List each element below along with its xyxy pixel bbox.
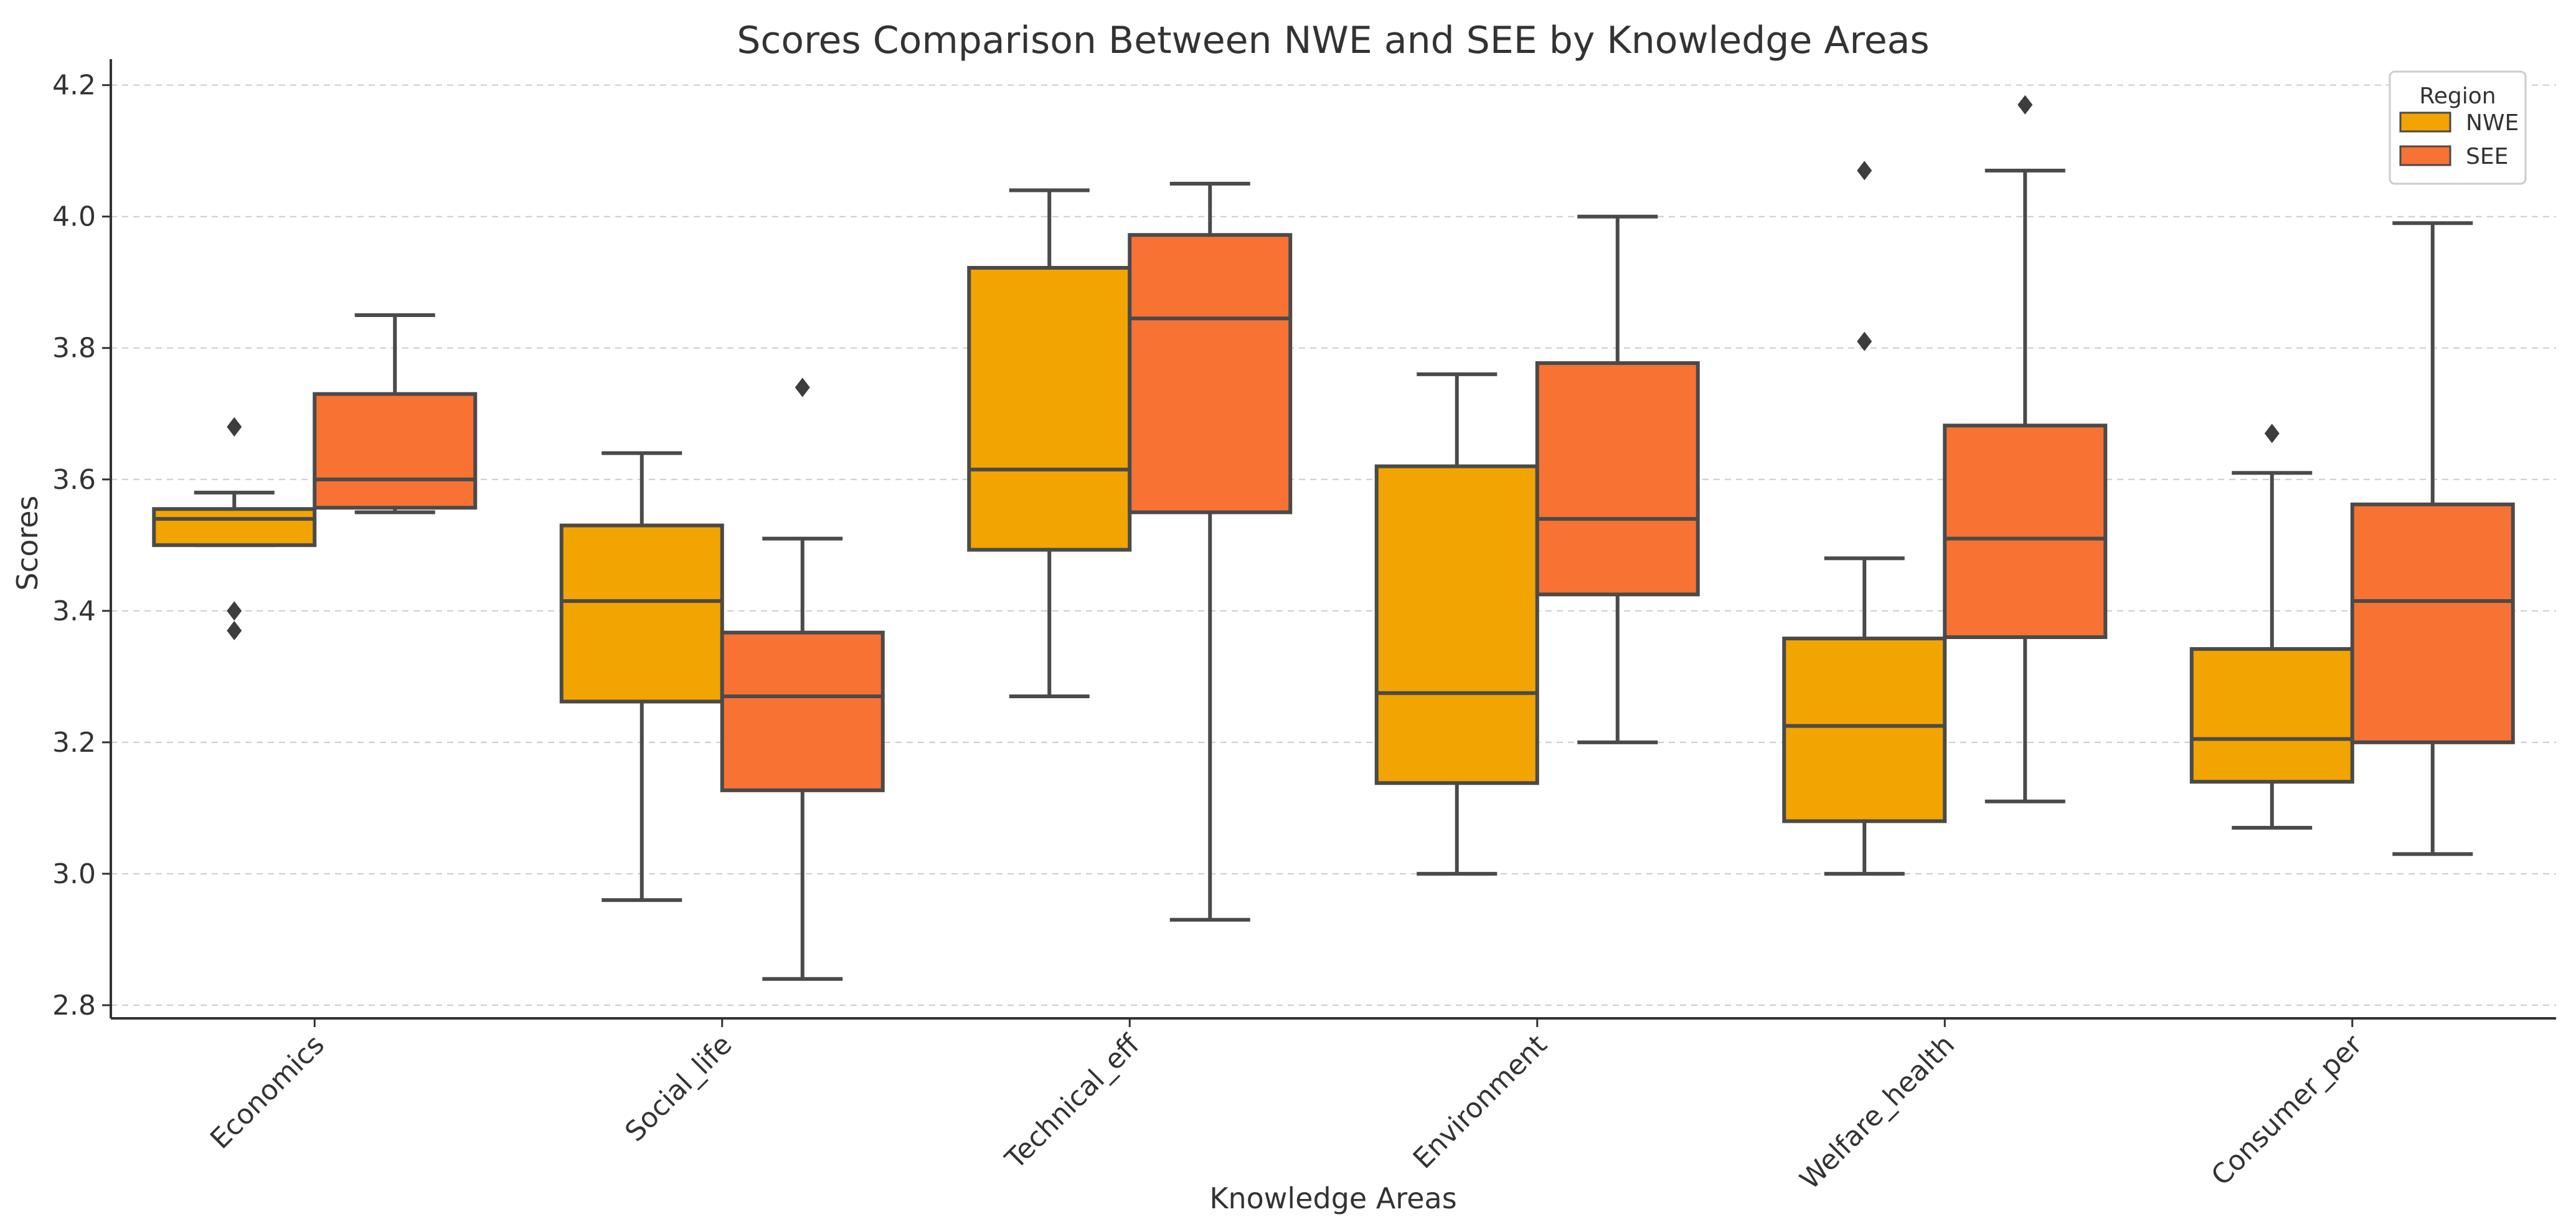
iqr-box xyxy=(1782,637,1947,823)
legend-title: Region xyxy=(2419,83,2496,109)
iqr-box xyxy=(967,265,1132,552)
box-see xyxy=(1943,95,2108,803)
box-see xyxy=(720,377,885,981)
y-tick-label: 3.0 xyxy=(52,858,96,890)
iqr-box xyxy=(1535,361,1700,597)
legend-swatch xyxy=(2399,145,2451,166)
legend-entry-nwe: NWE xyxy=(2399,110,2519,136)
y-tick-label: 3.6 xyxy=(52,464,96,496)
y-axis-label: Scores xyxy=(11,496,44,591)
outlier-point xyxy=(1857,331,1872,351)
iqr-box xyxy=(720,630,885,792)
box-see xyxy=(2350,221,2515,856)
box-see xyxy=(1535,214,1700,744)
box-see xyxy=(1128,181,1293,922)
y-tick-label: 3.2 xyxy=(52,727,96,759)
box-nwe xyxy=(559,451,724,902)
chart-title: Scores Comparison Between NWE and SEE by… xyxy=(737,19,1929,62)
outlier-point xyxy=(2264,424,2280,443)
iqr-box xyxy=(313,392,478,510)
legend-label: NWE xyxy=(2466,110,2519,136)
legend-entry-see: SEE xyxy=(2399,144,2508,169)
iqr-box xyxy=(559,523,724,704)
legend-swatch xyxy=(2399,111,2451,133)
box-nwe xyxy=(152,417,317,641)
x-axis-label: Knowledge Areas xyxy=(1209,1182,1456,1215)
outlier-point xyxy=(227,620,242,641)
legend: Region NWE SEE xyxy=(2389,70,2527,185)
y-tick-label: 2.8 xyxy=(52,990,96,1021)
outlier-point xyxy=(227,601,242,621)
outlier-point xyxy=(2017,95,2033,115)
box-layer xyxy=(152,95,2515,981)
outlier-point xyxy=(1857,161,1872,181)
outlier-point xyxy=(227,417,242,437)
y-tick-label: 4.2 xyxy=(52,70,96,102)
iqr-box xyxy=(2189,647,2354,784)
grid-layer xyxy=(111,84,2556,1006)
iqr-box xyxy=(1374,464,1539,785)
iqr-box xyxy=(1128,233,1293,514)
y-tick-label: 4.0 xyxy=(52,201,96,233)
legend-label: SEE xyxy=(2466,144,2508,169)
iqr-box xyxy=(152,507,317,547)
box-nwe xyxy=(1374,372,1539,876)
y-tick-label: 3.8 xyxy=(52,333,96,364)
box-nwe xyxy=(2189,424,2354,830)
box-see xyxy=(313,313,478,514)
outlier-point xyxy=(795,377,810,397)
iqr-box xyxy=(1943,424,2108,639)
y-tick-label: 3.4 xyxy=(52,595,96,627)
iqr-box xyxy=(2350,502,2515,744)
box-nwe xyxy=(1782,161,1947,876)
